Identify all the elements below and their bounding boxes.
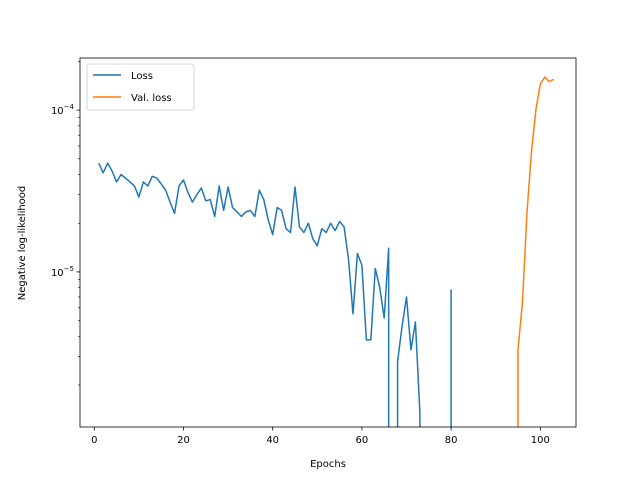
series-line-0 bbox=[98, 162, 452, 427]
legend: Loss Val. loss bbox=[86, 63, 195, 111]
y-tick-label: 10−4 bbox=[51, 103, 75, 117]
x-tick-label: 0 bbox=[91, 435, 97, 446]
y-axis-label: Negative log-likelihood bbox=[17, 186, 28, 301]
x-tick-label: 20 bbox=[177, 435, 190, 446]
legend-label-1: Val. loss bbox=[131, 93, 172, 104]
x-tick-label: 80 bbox=[445, 435, 458, 446]
x-axis: 0 20 40 60 80 100 bbox=[91, 427, 550, 446]
x-tick-label: 100 bbox=[531, 435, 550, 446]
legend-label-0: Loss bbox=[131, 71, 153, 82]
y-axis: 10−5 10−4 bbox=[51, 61, 80, 386]
x-axis-label: Epochs bbox=[310, 459, 346, 470]
x-tick-label: 40 bbox=[266, 435, 279, 446]
series-line-1 bbox=[517, 76, 555, 427]
series-layer bbox=[98, 76, 555, 427]
plot-area-frame bbox=[79, 57, 577, 428]
y-tick-label: 10−5 bbox=[51, 265, 74, 279]
x-tick-label: 60 bbox=[356, 435, 369, 446]
